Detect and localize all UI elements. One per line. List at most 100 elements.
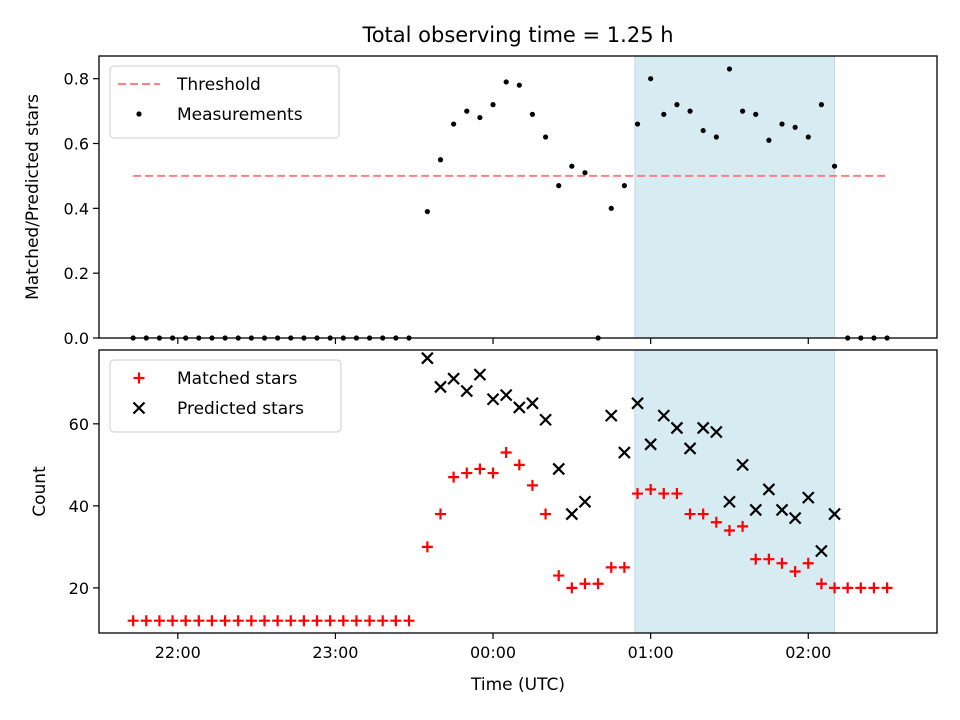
data-point (789, 565, 801, 577)
legend-label: Threshold (176, 75, 261, 95)
data-point (513, 401, 526, 414)
axes-frame (98, 349, 938, 634)
legend-plus-swatch (133, 372, 145, 384)
data-point (219, 615, 231, 627)
legend-label: Measurements (177, 105, 303, 125)
observing-window-shade (634, 349, 836, 634)
y-axis-label: Count (30, 466, 50, 517)
data-point (621, 183, 627, 189)
data-point (661, 111, 667, 117)
data-point (608, 205, 614, 211)
data-point (671, 488, 683, 500)
data-point (648, 76, 654, 82)
y-axis-label: Matched/Predicted stars (23, 94, 43, 300)
y-tick-label: 0.8 (64, 70, 89, 89)
data-point (127, 615, 139, 627)
data-point (855, 582, 867, 594)
series-predicted-stars (421, 351, 841, 558)
data-point (644, 438, 657, 451)
data-point (579, 578, 591, 590)
count-panel: 20 40 60 Count 22:00 23:00 00:00 01:00 02:00 Matc… (30, 349, 938, 662)
data-point (473, 368, 487, 381)
data-point (477, 114, 483, 121)
data-point (539, 413, 552, 427)
data-point (749, 503, 763, 517)
data-point (763, 553, 775, 565)
data-point (451, 121, 457, 127)
data-point (802, 557, 814, 569)
data-point (569, 163, 575, 169)
data-point (697, 508, 709, 520)
y-tick-label: 40 (69, 497, 89, 516)
data-point (881, 582, 893, 594)
data-point (232, 615, 244, 627)
data-point (740, 108, 746, 114)
y-tick-label: 0.4 (64, 199, 89, 218)
data-point (582, 170, 588, 176)
data-point (776, 557, 788, 569)
data-point (153, 615, 165, 627)
x-axis-label: Time (UTC) (470, 675, 565, 695)
data-point (710, 425, 723, 439)
data-point (437, 157, 444, 163)
data-point (645, 483, 657, 495)
data-point (499, 388, 513, 402)
data-point (700, 127, 706, 134)
data-point (713, 134, 719, 140)
y-tick-label: 0.6 (64, 135, 89, 154)
x-tick-label: 23:00 (312, 643, 358, 662)
data-point (829, 582, 841, 594)
data-point (490, 102, 496, 108)
data-point (805, 134, 811, 140)
data-point (687, 108, 693, 114)
data-point (434, 380, 447, 394)
data-point (775, 503, 789, 517)
data-point (565, 507, 579, 521)
data-point (460, 384, 474, 398)
y-tick-label: 0.2 (64, 264, 89, 283)
data-point (753, 111, 759, 117)
data-point (526, 479, 538, 491)
data-point (180, 615, 192, 627)
data-point (390, 615, 402, 627)
data-point (421, 351, 434, 365)
data-point (447, 372, 460, 385)
data-point (750, 553, 762, 565)
data-point (285, 615, 297, 627)
data-point (802, 491, 815, 504)
data-point (500, 447, 512, 459)
x-tick-label: 00:00 (470, 643, 516, 662)
data-point (553, 570, 565, 582)
data-point (311, 615, 323, 627)
data-point (831, 163, 838, 169)
data-point (403, 615, 415, 627)
legend-label: Predicted stars (177, 399, 304, 419)
axes-frame (98, 55, 938, 339)
data-point (552, 462, 565, 476)
data-point (206, 615, 218, 627)
data-point (631, 397, 644, 410)
figure-title: Total observing time = 1.25 h (361, 23, 673, 47)
ratio-panel: 0.0 0.2 0.4 0.6 0.8 Matched/Predicted stars Th… (23, 55, 938, 348)
legend-box (109, 359, 342, 433)
data-point (618, 446, 631, 459)
data-point (448, 471, 460, 483)
data-point (726, 66, 733, 72)
data-point (487, 467, 499, 479)
data-point (513, 459, 525, 471)
data-point (486, 392, 500, 406)
data-point (658, 488, 670, 500)
data-point (461, 467, 473, 479)
data-point (503, 79, 509, 85)
y-tick-label: 0.0 (64, 329, 89, 348)
data-point (683, 442, 697, 455)
legend-box (109, 65, 340, 139)
data-point (337, 615, 349, 627)
x-tick-label: 22:00 (155, 643, 201, 662)
data-point (657, 409, 671, 422)
data-point (710, 516, 722, 528)
data-point (618, 561, 630, 573)
legend: Threshold Measurements (109, 65, 340, 139)
data-point (272, 615, 284, 627)
